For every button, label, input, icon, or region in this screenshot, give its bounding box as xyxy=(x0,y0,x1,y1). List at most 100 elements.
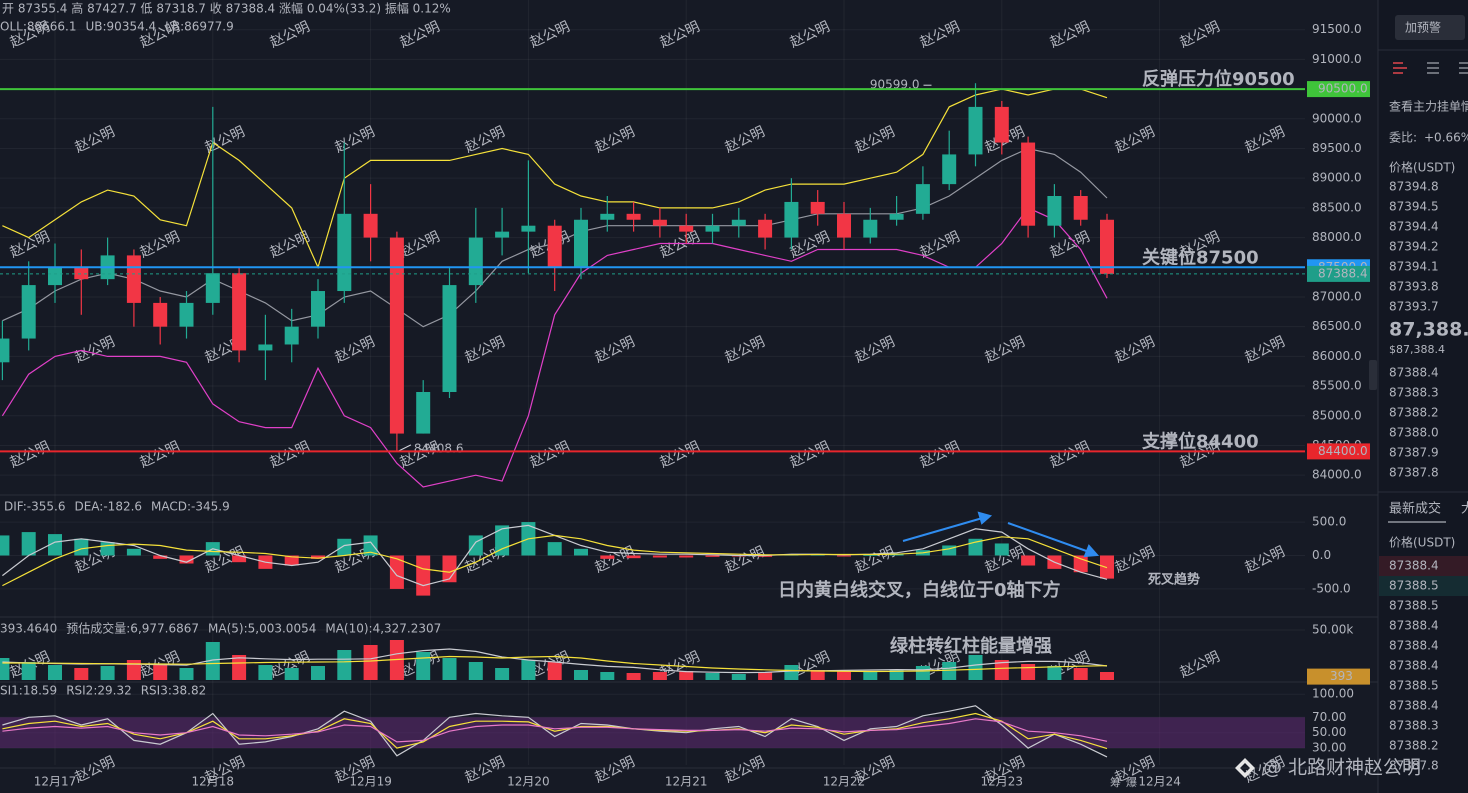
trade-price: 87388.2 xyxy=(1389,739,1439,753)
candle-body xyxy=(311,291,325,327)
trade-price: 87388.4 xyxy=(1389,559,1439,573)
volume-bar xyxy=(495,668,510,680)
ask-price: 87393.7 xyxy=(1389,300,1439,314)
bottom-tab[interactable]: 爆 xyxy=(1126,775,1137,789)
macd-bar xyxy=(468,535,483,556)
candle-body xyxy=(442,285,457,392)
trade-price: 87388.4 xyxy=(1389,699,1439,713)
indicator-line xyxy=(2,718,1108,743)
legend-entry: UB:90354.4 xyxy=(85,20,156,34)
alert-button[interactable] xyxy=(1395,15,1465,40)
icon-book-bids[interactable] xyxy=(1459,62,1468,74)
candle-body xyxy=(837,213,851,238)
trade-price: 87388.3 xyxy=(1389,719,1439,733)
legend-entry: MA(5):5,003.0054 xyxy=(208,622,316,636)
y-tick-label: 85500.0 xyxy=(1312,379,1362,393)
x-tick-label: 12月18 xyxy=(192,775,235,789)
volume-bar xyxy=(574,670,588,680)
volume-bar xyxy=(363,645,378,680)
bid-price: 87388.4 xyxy=(1389,366,1439,380)
volume-bar xyxy=(1047,666,1062,680)
level-tag xyxy=(1307,81,1370,98)
x-tick-label: 12月19 xyxy=(349,775,392,789)
trade-highlight xyxy=(1379,556,1468,576)
icon-book-both[interactable] xyxy=(1393,62,1407,74)
x-tick-label: 12月21 xyxy=(665,775,708,789)
last-price-tag xyxy=(1307,265,1370,282)
volume-bar xyxy=(968,655,983,680)
candle-body xyxy=(626,213,641,220)
level-note: 支撑位84400 xyxy=(1141,430,1259,452)
macd-bar xyxy=(416,555,431,596)
x-tick-label: 12月23 xyxy=(981,775,1024,789)
candle-body xyxy=(810,201,825,214)
candle-body xyxy=(547,225,562,268)
candle-body xyxy=(179,302,194,327)
volume-bar xyxy=(731,674,746,680)
x-tick-label: 12月24 xyxy=(1138,775,1181,789)
volume-bar xyxy=(626,673,641,680)
candle-body xyxy=(731,219,746,226)
macd-bar xyxy=(284,555,299,566)
candle-body xyxy=(942,154,957,185)
low-pointer xyxy=(398,444,412,452)
y-tick-label: 90000.0 xyxy=(1312,111,1362,125)
icon-book-asks[interactable] xyxy=(1427,62,1439,74)
bottom-tab[interactable]: 筹 xyxy=(1110,775,1121,789)
legend-entry: MACD:-345.9 xyxy=(151,500,230,514)
y-tick-label: 50.00 xyxy=(1312,725,1346,739)
macd-bar xyxy=(574,548,588,556)
order-book-link[interactable]: 查看主力挂单情 xyxy=(1389,100,1468,114)
ratio-value: +0.66% xyxy=(1424,131,1468,145)
candle-body xyxy=(600,213,615,220)
view-icons[interactable] xyxy=(1393,62,1468,74)
legend-entry: RSI2:29.32 xyxy=(66,684,132,698)
macd-bar xyxy=(21,532,36,556)
trade-price: 87388.4 xyxy=(1389,619,1439,633)
macd-bar xyxy=(0,535,10,556)
volume-bar xyxy=(442,658,457,680)
macd-bar xyxy=(74,538,89,556)
trade-price: 87388.5 xyxy=(1389,679,1439,693)
trades-header: 价格(USDT) xyxy=(1389,535,1455,550)
indicator-line xyxy=(2,88,1108,270)
bid-price: 87387.8 xyxy=(1389,466,1439,480)
volume-bar xyxy=(784,665,799,680)
last-price: 87,388.4 xyxy=(1389,319,1468,341)
volume-bar xyxy=(1100,672,1114,680)
candle-body xyxy=(1073,196,1088,220)
macd-bar xyxy=(837,555,851,557)
macd-bar xyxy=(758,555,773,557)
indicator-line xyxy=(2,534,1108,587)
volume-bar xyxy=(994,660,1009,680)
candle-body xyxy=(363,213,378,238)
y-tick-label: 89000.0 xyxy=(1312,171,1362,185)
volume-bar xyxy=(416,652,431,680)
macd-bar xyxy=(389,555,404,589)
y-tick-label: 87000.0 xyxy=(1312,289,1362,303)
legend-entry: SI1:18.59 xyxy=(0,684,57,698)
legend-entry: OLL:88666.1 xyxy=(0,20,76,34)
arrow-head xyxy=(1083,544,1100,558)
trade-price: 87388.4 xyxy=(1389,639,1439,653)
volume-bar xyxy=(915,666,930,680)
volume-bar xyxy=(600,672,615,680)
ohlc-header: 开 87355.4 高 87427.7 低 87318.7 收 87388.4 … xyxy=(2,1,451,16)
y-tick-label: 91000.0 xyxy=(1312,52,1362,66)
price-header: 价格(USDT) xyxy=(1389,160,1455,175)
volume-bar xyxy=(153,664,168,680)
volume-bar xyxy=(942,662,957,680)
y-tick-label: 88500.0 xyxy=(1312,200,1362,214)
low-label: 84408.6 xyxy=(414,441,464,455)
legend-entry: DEA:-182.6 xyxy=(74,500,142,514)
candle-body xyxy=(1100,219,1114,274)
candle-body xyxy=(758,219,773,238)
trades-tab[interactable]: 大 xyxy=(1461,502,1468,517)
volume-bar xyxy=(468,662,483,680)
alert-button-label[interactable]: 加预警 xyxy=(1405,20,1441,35)
candle-body xyxy=(468,237,483,286)
collapse-handle[interactable] xyxy=(1369,360,1377,390)
volume-bar xyxy=(48,665,62,680)
trades-title[interactable]: 最新成交 xyxy=(1389,501,1441,517)
footer-text: @ 北路财神赵公明 xyxy=(1263,757,1421,779)
